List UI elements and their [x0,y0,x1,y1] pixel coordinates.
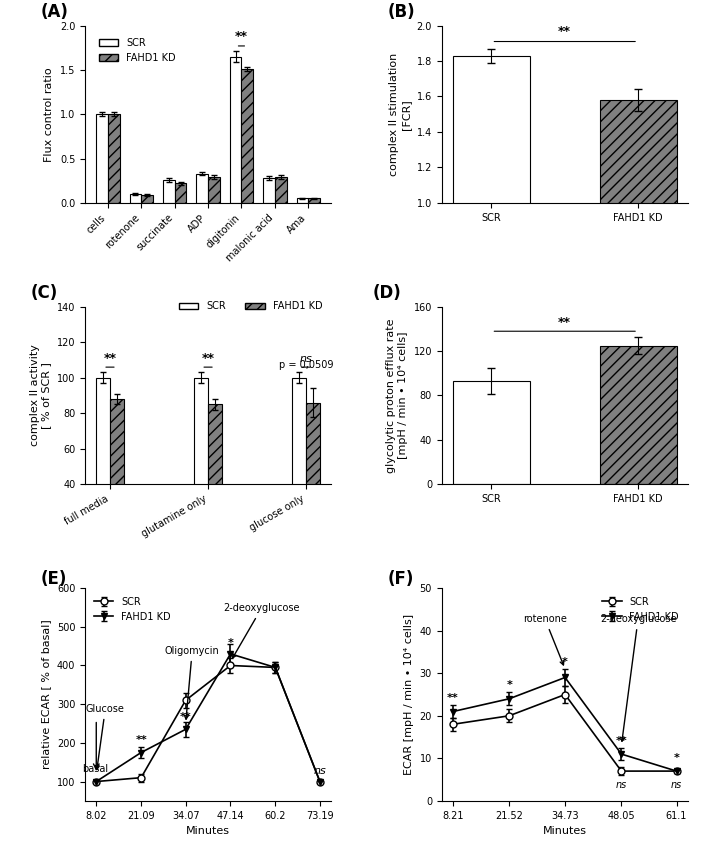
Bar [453,381,530,484]
X-axis label: Minutes: Minutes [186,826,230,836]
Bar [600,346,676,484]
Legend: SCR, FAHD1 KD: SCR, FAHD1 KD [598,593,683,625]
Text: (D): (D) [373,284,401,302]
Text: *: * [228,638,233,648]
Text: **: ** [615,735,627,746]
Text: 2-deoxyglucose: 2-deoxyglucose [600,614,676,741]
Bar [275,177,286,203]
Text: p = 0,0509: p = 0,0509 [279,360,333,370]
Text: ns: ns [671,780,682,790]
Text: ns: ns [313,766,326,775]
Text: rotenone: rotenone [523,614,567,665]
Y-axis label: ECAR [mpH / min • 10⁴ cells]: ECAR [mpH / min • 10⁴ cells] [404,614,414,775]
Text: Glucose: Glucose [86,704,125,769]
Text: *: * [674,752,679,763]
Text: **: ** [135,734,147,745]
Text: (B): (B) [388,3,415,20]
Bar [196,174,208,203]
Bar [208,405,222,555]
Bar [263,178,275,203]
Text: basal: basal [82,764,108,774]
Text: **: ** [558,25,571,38]
Bar [163,180,174,203]
Bar [174,183,186,203]
Y-axis label: complex II stimulation
[FCR]: complex II stimulation [FCR] [389,53,411,176]
Bar [306,403,320,555]
Bar [453,55,530,380]
Text: 2-deoxyglucose: 2-deoxyglucose [223,603,300,658]
Text: **: ** [180,711,191,722]
Text: (F): (F) [388,570,414,588]
Y-axis label: glycolytic proton efflux rate
[mpH / min • 10⁴ cells]: glycolytic proton efflux rate [mpH / min… [386,319,408,473]
Bar [108,114,120,203]
Text: *: * [506,680,512,690]
Text: (E): (E) [41,570,67,588]
Y-axis label: complex II activity
[ % of SCR ]: complex II activity [ % of SCR ] [30,344,51,446]
Text: (A): (A) [41,3,69,20]
Bar [194,377,208,555]
Text: Oligomycin: Oligomycin [164,646,220,719]
Legend: SCR, FAHD1 KD: SCR, FAHD1 KD [90,593,174,625]
Bar [230,56,242,203]
Legend: SCR, FAHD1 KD: SCR, FAHD1 KD [175,297,326,315]
Y-axis label: relative ECAR [ % of basal]: relative ECAR [ % of basal] [41,619,51,769]
Text: *: * [562,657,568,667]
Text: **: ** [235,31,248,43]
Bar [600,100,676,380]
Bar [96,377,110,555]
Text: **: ** [201,353,215,366]
Bar [141,195,153,203]
Text: ns: ns [300,354,313,365]
Legend: SCR, FAHD1 KD: SCR, FAHD1 KD [95,34,179,66]
Bar [292,377,306,555]
Text: **: ** [447,693,459,703]
Text: **: ** [104,353,116,366]
Bar [208,177,220,203]
Bar [130,194,141,203]
Text: (C): (C) [31,284,58,302]
Bar [96,114,108,203]
Bar [296,199,308,203]
Text: ns: ns [615,780,627,790]
Y-axis label: Flux control ratio: Flux control ratio [45,67,55,162]
Bar [308,199,320,203]
Bar [242,69,253,203]
X-axis label: Minutes: Minutes [543,826,587,836]
Bar [110,399,124,555]
Text: **: ** [558,316,571,329]
